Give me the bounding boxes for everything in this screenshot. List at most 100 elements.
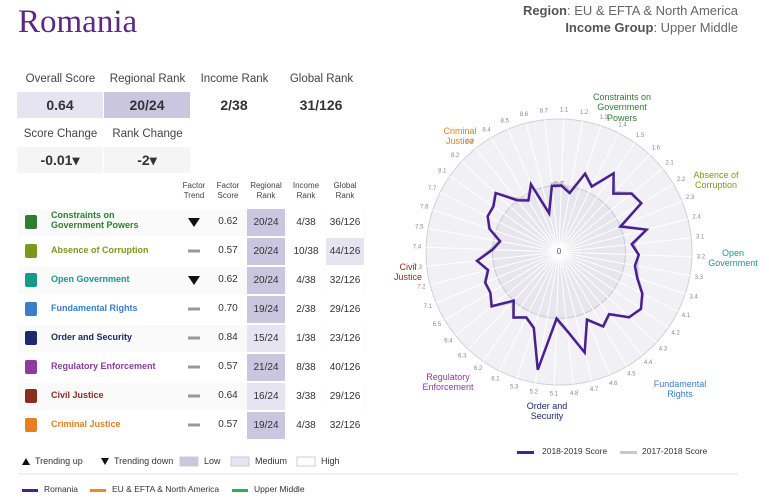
trend-flat xyxy=(188,394,200,398)
change-header: Score Change xyxy=(23,128,98,140)
spoke-label: 1.3 xyxy=(600,115,609,121)
spoke xyxy=(558,154,650,253)
legend-swatch xyxy=(620,451,637,454)
factor-name: Open Government xyxy=(51,274,130,284)
rank-income: 8/38 xyxy=(287,354,325,381)
spoke-label: 8.3 xyxy=(466,139,475,145)
spoke-label: 6.5 xyxy=(433,322,442,328)
trend-down xyxy=(188,276,200,285)
summary-header: Overall Score xyxy=(25,73,96,85)
legend-series: 2018-2019 Score xyxy=(542,446,608,456)
radar-category: Regulatory Enforcement xyxy=(422,372,474,393)
factor-icon xyxy=(25,215,37,229)
rank-global: 40/126 xyxy=(326,354,364,381)
spoke-label: 8.4 xyxy=(482,127,491,133)
rank-regional: 19/24 xyxy=(247,412,285,439)
change-value: -2▾ xyxy=(104,147,190,173)
trend-down xyxy=(188,218,200,227)
spoke xyxy=(558,218,688,253)
spoke xyxy=(430,251,560,286)
legend-text: Trending up xyxy=(35,456,83,466)
rank-regional: 19/24 xyxy=(247,296,285,323)
spoke xyxy=(558,168,663,253)
spoke xyxy=(558,251,657,343)
factor-score: 0.84 xyxy=(218,332,238,343)
spoke xyxy=(558,121,584,253)
rank-regional: 15/24 xyxy=(247,325,285,352)
legend-series: 2017-2018 Score xyxy=(642,446,708,456)
group-swatch xyxy=(90,489,106,492)
legend-text: Trending down xyxy=(114,456,174,466)
spoke xyxy=(558,183,674,253)
spoke-label: 7.7 xyxy=(428,186,437,192)
spoke-label: 7.5 xyxy=(415,224,424,230)
rank-regional: 21/24 xyxy=(247,354,285,381)
summary-value: 0.64 xyxy=(17,92,103,118)
spoke xyxy=(558,251,593,381)
spoke-label: 2.4 xyxy=(692,214,701,220)
rank-global: 29/126 xyxy=(326,383,364,410)
legend-text: Low xyxy=(204,456,221,466)
group-name: EU & EFTA & North America xyxy=(112,484,220,494)
spoke xyxy=(558,251,574,385)
spoke xyxy=(525,123,560,253)
spoke-label: 1.4 xyxy=(618,123,627,129)
column-header: Global Rank xyxy=(333,181,357,200)
spoke-label: 6.1 xyxy=(491,377,500,383)
factor-name: Civil Justice xyxy=(51,390,104,400)
r-tick-label: 0 xyxy=(557,247,562,256)
radar-category: Civil Justice xyxy=(393,262,422,283)
trend-flat xyxy=(188,307,200,311)
factor-score: 0.62 xyxy=(218,274,238,285)
factor-icon xyxy=(25,389,37,403)
summary-value: 20/24 xyxy=(104,92,190,118)
summary-header: Regional Rank xyxy=(109,73,186,85)
radar-category: Absence of Corruption xyxy=(693,170,739,191)
spoke-label: 5.1 xyxy=(550,391,559,397)
spoke xyxy=(558,251,692,258)
factor-icon xyxy=(25,302,37,316)
factor-score: 0.57 xyxy=(218,419,238,430)
spoke xyxy=(490,137,560,253)
summary-header: Income Rank xyxy=(200,73,269,85)
spoke-label: 4.8 xyxy=(570,391,579,397)
trend-flat xyxy=(188,249,200,253)
rank-regional: 20/24 xyxy=(247,238,285,265)
spoke-label: 3.4 xyxy=(690,294,699,300)
rank-income: 2/38 xyxy=(287,296,325,323)
rank-global: 32/126 xyxy=(326,267,364,294)
trend-flat xyxy=(188,423,200,427)
level-swatch xyxy=(296,456,316,467)
radar-category: Constraints on Government Powers xyxy=(592,92,652,123)
spoke-label: 8.2 xyxy=(451,153,460,159)
spoke xyxy=(558,132,619,253)
spoke-label: 3.2 xyxy=(697,255,706,261)
legend-text: High xyxy=(321,456,340,466)
rank-income: 4/38 xyxy=(287,267,325,294)
factor-score: 0.64 xyxy=(218,390,238,401)
spoke-label: 8.6 xyxy=(520,112,529,118)
rank-income: 3/38 xyxy=(287,383,325,410)
spoke-label: 2.1 xyxy=(665,160,674,166)
factor-name: Regulatory Enforcement xyxy=(51,361,156,371)
group-name: Upper Middle xyxy=(254,484,305,494)
spoke-label: 7.3 xyxy=(414,265,423,271)
spoke-label: 4.2 xyxy=(671,331,680,337)
spoke-label: 1.5 xyxy=(636,133,645,139)
title: Romania xyxy=(18,4,138,40)
spoke xyxy=(444,251,560,321)
spoke xyxy=(426,251,560,267)
trend-up-icon xyxy=(22,458,30,465)
meta-value: Upper Middle xyxy=(660,20,738,35)
factor-name: Constraints on Government Powers xyxy=(51,210,139,231)
radar-category: Criminal Justice xyxy=(443,126,477,147)
spoke xyxy=(455,251,560,336)
spoke-label: 7.6 xyxy=(420,205,429,211)
legend-text: Medium xyxy=(255,456,288,466)
spoke-label: 8.5 xyxy=(500,118,509,124)
rank-global: 32/126 xyxy=(326,412,364,439)
rank-regional: 16/24 xyxy=(247,383,285,410)
radar-category: Open Government xyxy=(708,248,758,269)
rank-income: 1/38 xyxy=(287,325,325,352)
factor-name: Order and Security xyxy=(51,332,133,342)
